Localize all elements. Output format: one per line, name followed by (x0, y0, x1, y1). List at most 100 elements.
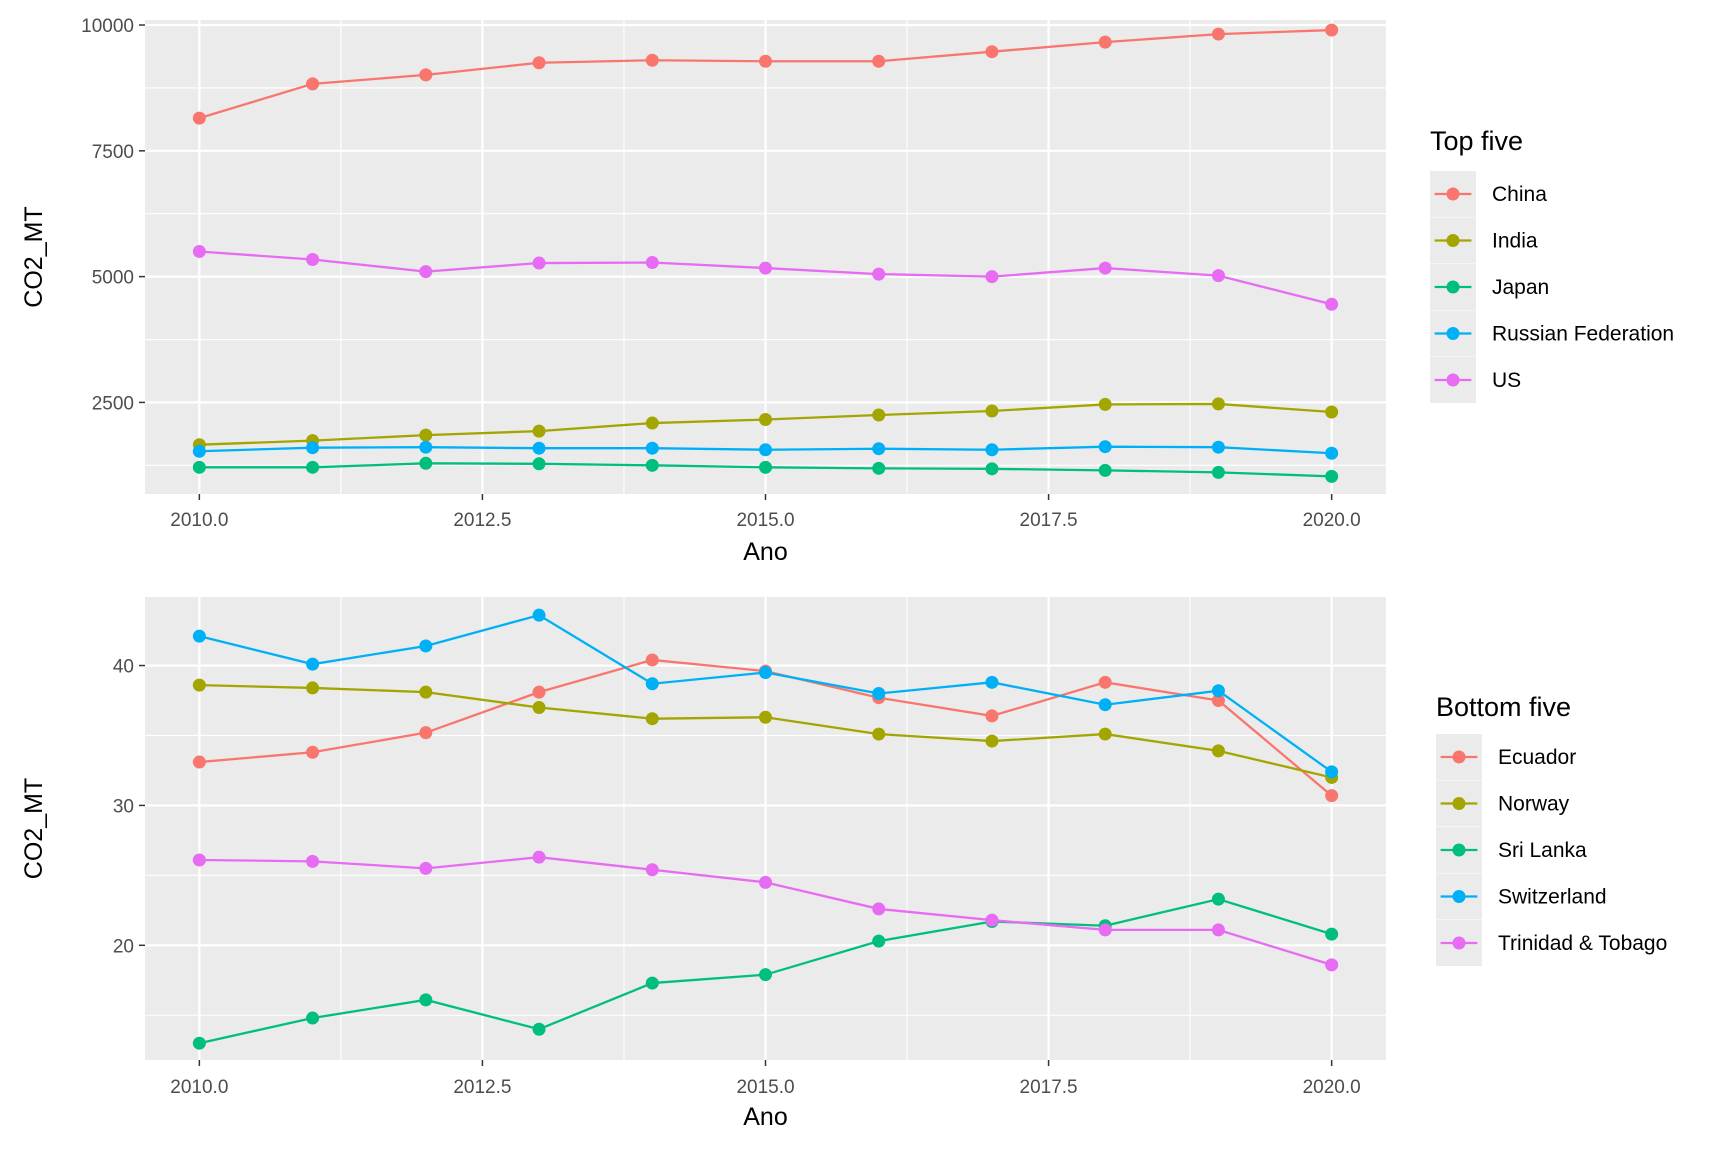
top-legend-label-us: US (1492, 369, 1521, 392)
top-point-us (1098, 261, 1112, 275)
top-point-japan (419, 456, 433, 470)
top-point-india (532, 424, 546, 438)
top-point-india (872, 408, 886, 422)
bottom-point-norway (759, 710, 772, 724)
top-legend-label-japan: Japan (1492, 276, 1549, 299)
bottom-point-ecuador (1325, 789, 1339, 803)
bottom-point-trinidad-tobago (985, 913, 999, 927)
bottom-point-switzerland (419, 639, 433, 653)
top-point-us (532, 256, 546, 270)
bottom-point-trinidad-tobago (1211, 923, 1225, 937)
top-point-india (419, 428, 433, 442)
bottom-y-axis-title: CO2_MT (20, 778, 48, 879)
top-point-china (872, 54, 886, 68)
top-point-japan (1211, 465, 1225, 479)
top-point-us (872, 267, 886, 281)
bottom-point-ecuador (306, 745, 320, 759)
top-point-japan (1098, 463, 1112, 477)
bottom-point-trinidad-tobago (1098, 923, 1112, 937)
bottom-legend-key-point-switzerland (1452, 890, 1466, 903)
bottom-point-norway (306, 681, 320, 695)
bottom-y-tick-label: 40 (113, 657, 134, 678)
bottom-point-sri-lanka (872, 934, 886, 948)
bottom-point-switzerland (985, 675, 999, 689)
bottom-point-sri-lanka (532, 1022, 546, 1036)
bottom-point-sri-lanka (419, 993, 433, 1007)
top-point-russian-federation (985, 443, 999, 457)
bottom-point-ecuador (192, 755, 206, 769)
bottom-legend-label-trinidad-tobago: Trinidad & Tobago (1498, 932, 1667, 955)
bottom-point-trinidad-tobago (872, 902, 886, 916)
bottom-point-sri-lanka (759, 968, 772, 982)
bottom-point-switzerland (872, 687, 886, 701)
top-legend-key-point-india (1446, 234, 1460, 247)
bottom-point-norway (192, 678, 206, 692)
top-y-tick-label: 5000 (92, 268, 134, 289)
top-point-china (985, 45, 999, 59)
top-y-tick-label: 2500 (92, 393, 134, 414)
bottom-point-trinidad-tobago (759, 875, 772, 889)
bottom-x-axis-title: Ano (743, 1103, 787, 1131)
bottom-point-sri-lanka (645, 976, 659, 990)
bottom-point-switzerland (532, 608, 546, 622)
bottom-point-sri-lanka (306, 1011, 320, 1025)
top-point-japan (532, 457, 546, 471)
top-legend: Top five China India Japan Russian Federatio… (1430, 126, 1674, 403)
top-x-tick-label: 2010.0 (170, 510, 228, 531)
top-point-russian-federation (419, 440, 433, 454)
top-legend-label-india: India (1492, 230, 1538, 253)
bottom-legend-label-norway: Norway (1498, 793, 1570, 816)
bottom-point-ecuador (645, 653, 659, 667)
bottom-point-trinidad-tobago (192, 853, 206, 867)
top-point-india (759, 413, 772, 427)
bottom-point-switzerland (306, 657, 320, 671)
top-legend-label-china: China (1492, 183, 1547, 206)
bottom-point-trinidad-tobago (645, 863, 659, 877)
top-point-china (532, 56, 546, 70)
bottom-legend-key-point-ecuador (1452, 750, 1466, 764)
top-point-russian-federation (872, 442, 886, 456)
top-legend-key-point-japan (1446, 280, 1460, 294)
top-point-russian-federation (192, 444, 206, 458)
bottom-point-sri-lanka (192, 1036, 206, 1050)
bottom-legend-label-switzerland: Switzerland (1498, 886, 1607, 909)
top-point-japan (1325, 469, 1339, 483)
bottom-panel: 2010.0 2012.5 2015.0 2017.5 2020.0 20 30 40 Ano C… (20, 597, 1667, 1131)
top-point-us (419, 265, 433, 279)
top-point-china (419, 68, 433, 82)
top-point-russian-federation (759, 443, 772, 457)
top-legend-key-point-china (1446, 187, 1460, 201)
bottom-x-tick-label: 2012.5 (453, 1077, 511, 1098)
top-y-axis-title: CO2_MT (20, 206, 48, 307)
top-legend-key-point-russian-federation (1446, 327, 1460, 340)
bottom-point-switzerland (1211, 684, 1225, 698)
bottom-x-tick-label: 2020.0 (1303, 1077, 1361, 1098)
bottom-point-switzerland (1325, 765, 1339, 779)
top-x-axis-title: Ano (743, 538, 787, 566)
bottom-point-norway (872, 727, 886, 741)
top-point-china (645, 53, 659, 67)
top-point-china (1211, 27, 1225, 41)
top-point-china (306, 77, 320, 91)
bottom-x-tick-label: 2017.5 (1020, 1077, 1078, 1098)
top-point-us (645, 256, 659, 270)
bottom-point-ecuador (532, 685, 546, 699)
bottom-point-ecuador (419, 726, 433, 740)
bottom-point-trinidad-tobago (419, 861, 433, 875)
top-point-india (1211, 397, 1225, 411)
top-point-india (645, 416, 659, 430)
bottom-legend-key-point-trinidad-tobago (1452, 936, 1466, 950)
top-point-japan (872, 461, 886, 475)
top-point-china (1325, 23, 1339, 37)
top-point-china (192, 111, 206, 125)
top-y-tick-label: 7500 (92, 142, 134, 163)
bottom-point-trinidad-tobago (306, 854, 320, 868)
top-point-china (1098, 35, 1112, 49)
bottom-point-norway (532, 701, 546, 715)
bottom-legend-title: Bottom five (1436, 692, 1571, 722)
top-legend-key-point-us (1446, 373, 1460, 387)
bottom-point-sri-lanka (1325, 927, 1339, 941)
bottom-point-norway (1211, 744, 1225, 758)
top-point-china (759, 54, 772, 68)
